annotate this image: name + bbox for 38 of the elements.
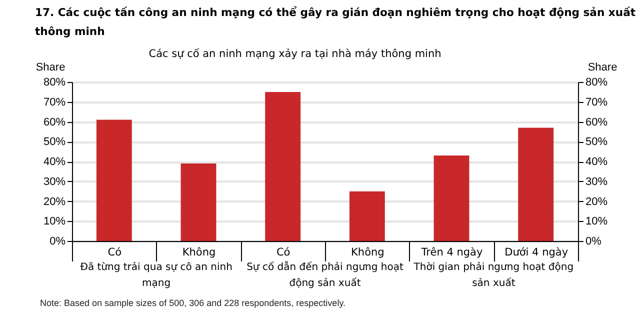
bar [180,163,216,241]
y-tick-label: 20% [43,196,66,208]
bar [265,92,301,241]
x-tick-label: Không [351,246,384,258]
y2-tick-label: 30% [586,176,608,188]
y2-tick-label: 20% [586,196,608,208]
x-tick-label: Không [182,246,216,258]
y2-tick-label: 70% [586,96,608,108]
bar [434,156,470,241]
y2-tick-label: 50% [586,136,608,148]
y-axis-title: Share [36,62,66,74]
y2-tick-label: 60% [586,116,608,128]
text: Sự cố dẫn đến phải ngưng hoạt động sản xuất [246,261,404,289]
y-tick-label: 50% [43,136,66,148]
x-tick-label: Trên 4 ngày [420,246,483,258]
chart-title: 17. Các cuộc tấn công an ninh mạng có thể gây ra gián đoạn nghiêm trọng cho hoạt động sản xuất thông minh [35,6,636,38]
x-tick-label: Dưới 4 ngày [504,246,568,258]
text: Đã từng trải qua sự cô an ninh mạng [80,261,232,289]
y-tick-label: 10% [43,216,66,228]
chart-subtitle: Các sự cố an ninh mạng xảy ra tại nhà máy thông minh [148,48,442,60]
y2-tick-label: 40% [586,156,608,168]
y-tick-label: 0% [50,236,66,248]
y2-tick-label: 80% [586,76,608,88]
y2-tick-label: 0% [586,236,602,248]
bar [349,191,385,241]
y-tick-label: 80% [43,76,66,88]
y-tick-label: 70% [43,96,66,108]
y2-axis-title: Share [588,62,618,74]
y-tick-label: 40% [43,156,66,168]
bar [96,120,132,241]
y-tick-label: 30% [43,176,66,188]
text: Note: Based on sample sizes of 500, 306 and 228 respondents, respectively. [40,298,346,308]
text: Thời gian phải ngưng hoạt động sản xuất [412,261,574,289]
x-tick-label: Có [276,246,290,258]
bar [518,128,554,241]
y2-tick-label: 10% [586,216,608,228]
y-tick-label: 60% [43,116,66,128]
x-tick-label: Có [108,246,122,258]
